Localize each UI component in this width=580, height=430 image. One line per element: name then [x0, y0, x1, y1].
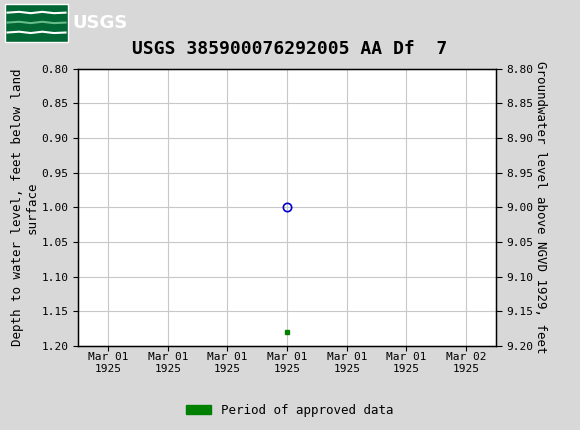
Text: USGS: USGS	[72, 14, 128, 31]
Bar	[5, 3, 68, 42]
Y-axis label: Groundwater level above NGVD 1929, feet: Groundwater level above NGVD 1929, feet	[534, 61, 547, 354]
Text: USGS 385900076292005 AA Df  7: USGS 385900076292005 AA Df 7	[132, 40, 448, 58]
Legend: Period of approved data: Period of approved data	[181, 399, 399, 421]
Y-axis label: Depth to water level, feet below land
surface: Depth to water level, feet below land su…	[11, 69, 39, 346]
